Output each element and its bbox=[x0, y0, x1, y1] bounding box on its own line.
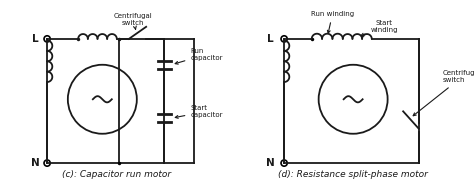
Text: Centrifugal
switch: Centrifugal switch bbox=[413, 70, 474, 116]
Circle shape bbox=[281, 36, 287, 42]
Text: Run winding: Run winding bbox=[311, 11, 354, 33]
Text: N: N bbox=[31, 158, 39, 168]
Text: L: L bbox=[32, 34, 38, 44]
Circle shape bbox=[281, 160, 287, 166]
Text: L: L bbox=[267, 34, 273, 44]
Text: N: N bbox=[266, 158, 275, 168]
Text: (d): Resistance split-phase motor: (d): Resistance split-phase motor bbox=[278, 170, 428, 179]
Text: Start
capacitor: Start capacitor bbox=[175, 105, 223, 118]
Text: (c): Capacitor run motor: (c): Capacitor run motor bbox=[62, 170, 171, 179]
Text: Centrifugal
switch: Centrifugal switch bbox=[114, 13, 153, 29]
Circle shape bbox=[44, 160, 50, 166]
Circle shape bbox=[44, 36, 50, 42]
Text: Start
winding: Start winding bbox=[361, 20, 398, 36]
Text: Run
capacitor: Run capacitor bbox=[175, 48, 223, 64]
